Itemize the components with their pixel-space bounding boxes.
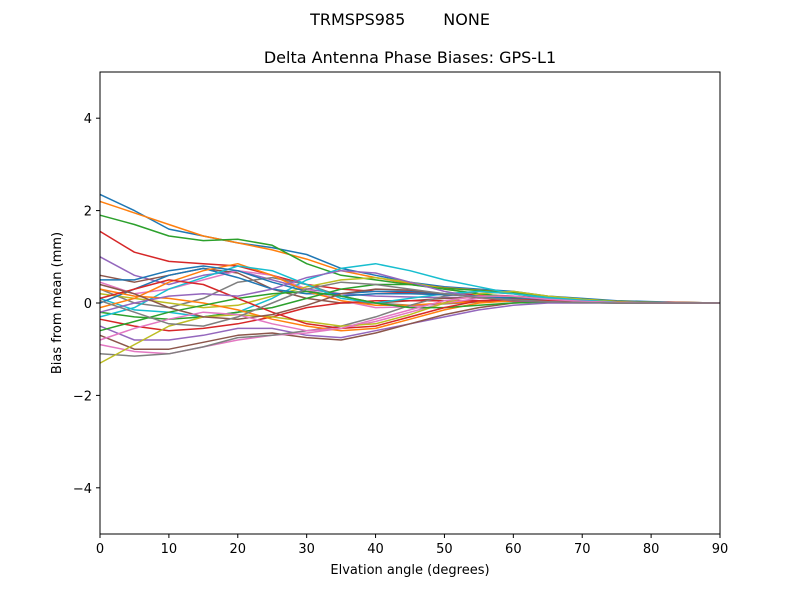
x-tick-label: 30: [298, 542, 315, 557]
y-tick-label: −4: [73, 482, 92, 497]
suptitle-radome: NONE: [443, 10, 490, 29]
x-tick-label: 10: [161, 542, 178, 557]
x-tick-label: 70: [574, 542, 591, 557]
series-line-2: [99, 200, 721, 304]
y-tick-label: 4: [84, 112, 92, 127]
y-tick-label: −2: [73, 389, 92, 404]
y-tick-label: 0: [84, 297, 92, 312]
y-tick-label: 2: [84, 205, 92, 220]
x-tick-label: 50: [436, 542, 453, 557]
series-line-1: [99, 193, 721, 304]
series-line-24: [99, 279, 720, 330]
series-layer: [99, 193, 721, 364]
x-tick-label: 40: [367, 542, 384, 557]
x-tick-label: 80: [643, 542, 660, 557]
suptitle-antenna: TRMSPS985: [310, 10, 406, 29]
y-axis-ticks: −4 −2 0 2 4: [73, 112, 100, 497]
x-axis-label: Elvation angle (degrees): [330, 563, 489, 578]
series-line-15: [99, 302, 720, 341]
x-tick-label: 60: [505, 542, 522, 557]
y-axis-label: Bias from mean (mm): [50, 232, 65, 374]
series-line-28: [99, 281, 720, 327]
chart-title: Delta Antenna Phase Biases: GPS-L1: [264, 48, 556, 67]
x-tick-label: 20: [230, 542, 247, 557]
x-tick-label: 0: [96, 542, 104, 557]
figure-suptitle: TRMSPS985 NONE: [0, 10, 800, 29]
x-axis-ticks: 0 10 20 30 40 50 60 70 80 90: [96, 534, 728, 557]
x-tick-label: 90: [712, 542, 729, 557]
